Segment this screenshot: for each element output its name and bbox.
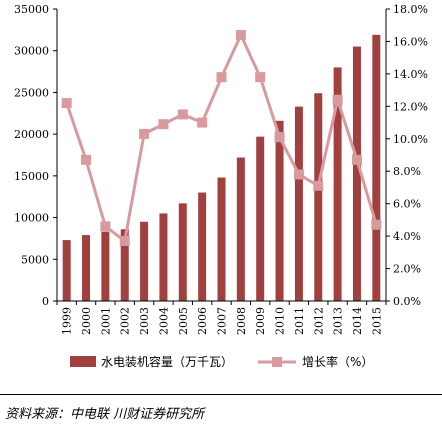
y-right-tick-label: 0.0% (393, 295, 421, 308)
y-right-tick-label: 12.0% (393, 100, 428, 113)
growth-point-2007 (216, 72, 227, 83)
x-tick-label: 2009 (254, 307, 267, 335)
x-tick-label: 1999 (61, 307, 74, 335)
x-tick-label: 2003 (138, 307, 151, 335)
bar-1999 (62, 240, 71, 301)
x-tick-label: 2006 (196, 307, 209, 335)
x-tick-label: 2011 (293, 307, 306, 335)
bar-2002 (120, 229, 129, 301)
source-note: 资料来源：中电联 川财证券研究所 (5, 407, 205, 422)
y-right-tick-label: 16.0% (393, 35, 428, 48)
x-tick-label: 2008 (235, 307, 248, 335)
growth-point-2000 (81, 154, 92, 165)
footer-divider (0, 394, 442, 395)
growth-point-2012 (313, 180, 324, 191)
growth-point-2010 (274, 132, 285, 143)
legend-swatch-bars (70, 356, 96, 367)
bar-2008 (236, 157, 245, 301)
y-left-tick-label: 15000 (14, 170, 49, 183)
y-left-tick-label: 20000 (14, 128, 49, 141)
x-tick-label: 2015 (370, 307, 383, 335)
bar-2012 (314, 93, 323, 302)
growth-point-2003 (139, 128, 150, 139)
bar-2013 (333, 67, 342, 302)
bar-2004 (159, 213, 168, 301)
legend-label-bars: 水电装机容量（万千瓦） (101, 354, 233, 369)
bar-2009 (256, 136, 265, 301)
growth-point-1999 (61, 98, 72, 109)
bar-2007 (217, 177, 226, 301)
x-tick-label: 2000 (80, 307, 93, 335)
bar-2000 (82, 235, 91, 301)
x-tick-label: 2013 (332, 307, 345, 335)
x-tick-label: 2007 (216, 307, 229, 335)
x-tick-label: 2001 (99, 307, 112, 335)
bar-2005 (178, 203, 187, 301)
x-tick-label: 2010 (274, 307, 287, 335)
growth-point-2005 (177, 109, 188, 120)
bar-2001 (101, 231, 110, 301)
growth-point-2014 (351, 154, 362, 165)
y-left-tick-label: 0 (42, 295, 49, 308)
bar-2015 (372, 34, 381, 302)
bar-2014 (352, 46, 361, 301)
y-right-tick-label: 14.0% (393, 68, 428, 81)
growth-point-2015 (371, 219, 382, 230)
y-left-tick-label: 35000 (14, 3, 49, 16)
bar-2011 (294, 106, 303, 302)
y-left-tick-label: 5000 (21, 253, 49, 266)
growth-point-2011 (293, 169, 304, 180)
growth-point-2004 (158, 119, 169, 130)
x-tick-label: 2012 (312, 307, 325, 335)
growth-point-2013 (332, 94, 343, 105)
growth-point-2006 (197, 117, 208, 128)
y-right-tick-label: 4.0% (393, 230, 421, 243)
x-tick-label: 2005 (177, 307, 190, 335)
y-left-tick-label: 30000 (14, 45, 49, 58)
y-right-tick-label: 2.0% (393, 263, 421, 276)
y-right-tick-label: 10.0% (393, 133, 428, 146)
x-tick-label: 2004 (157, 307, 170, 335)
chart: 0 5000 10000 15000 20000 25000 30000 35000 0.0% 2… (14, 3, 428, 369)
bar-2003 (140, 221, 149, 301)
y-left-tick-label: 25000 (14, 86, 49, 99)
y-right-tick-label: 18.0% (393, 3, 428, 16)
bar-2006 (198, 192, 207, 301)
y-right-tick-label: 8.0% (393, 165, 421, 178)
bar-2010 (275, 120, 284, 302)
x-tick-label: 2014 (351, 307, 364, 335)
growth-point-2002 (119, 235, 130, 246)
growth-point-2008 (235, 29, 246, 40)
growth-point-2009 (255, 72, 266, 83)
y-right-tick-label: 6.0% (393, 198, 421, 211)
y-left-tick-label: 10000 (14, 212, 49, 225)
legend-swatch-marker (272, 357, 282, 367)
x-tick-label: 2002 (119, 307, 132, 335)
legend-label-line: 增长率（%） (302, 354, 373, 369)
growth-point-2001 (100, 221, 111, 232)
